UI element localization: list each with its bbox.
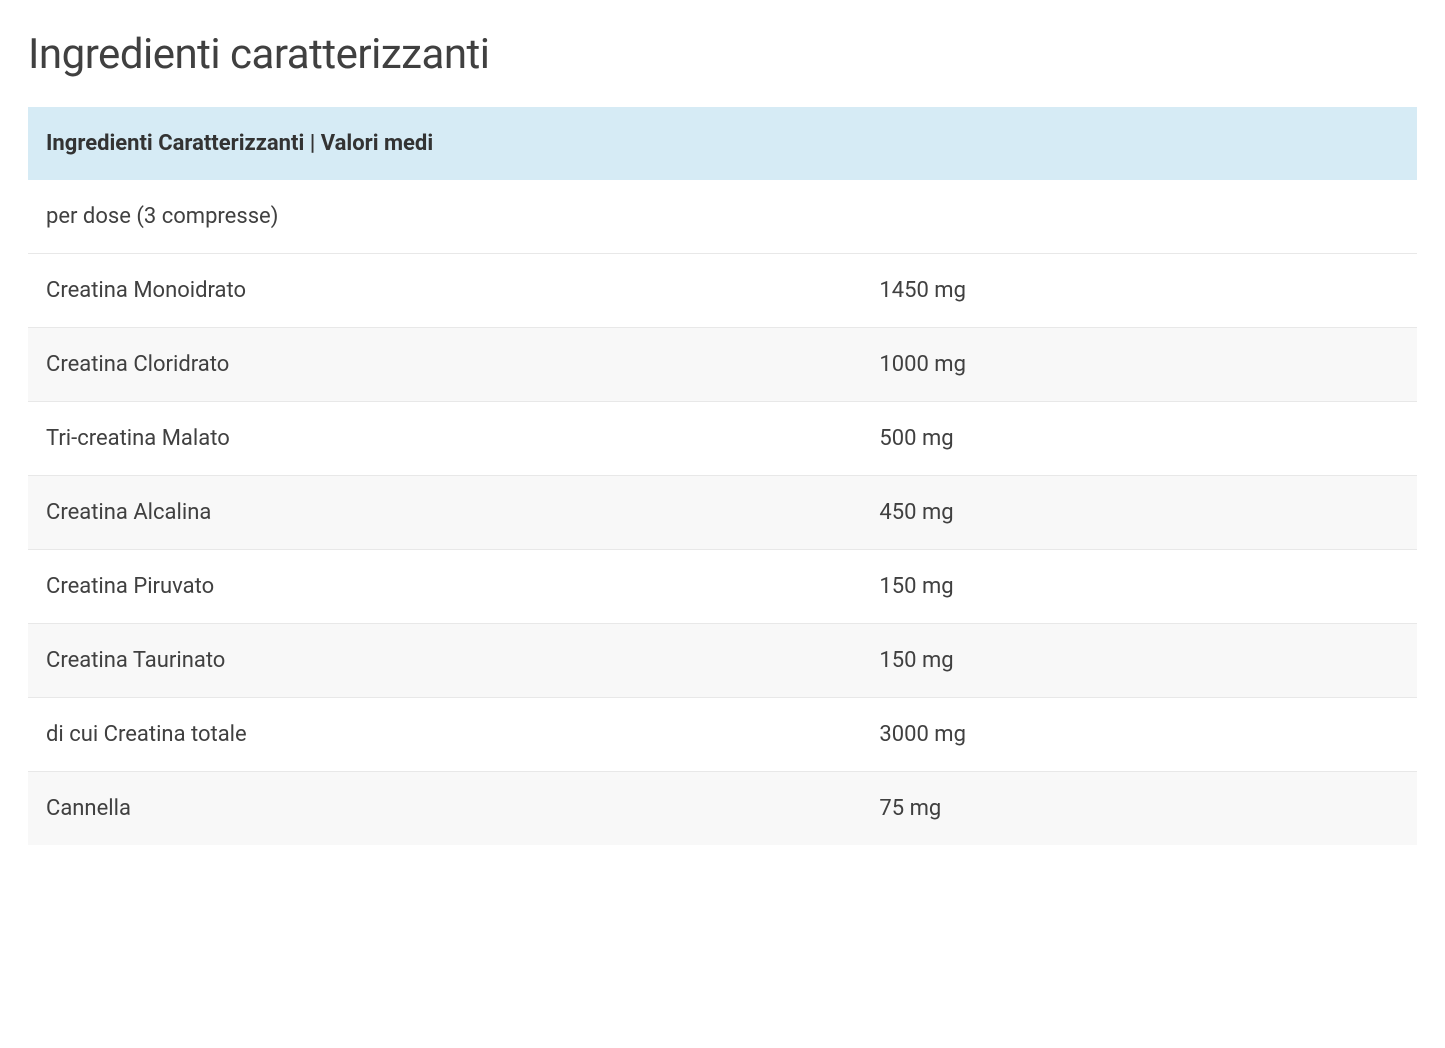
ingredient-value: 500 mg: [861, 402, 1417, 476]
ingredient-name: di cui Creatina totale: [28, 698, 861, 772]
table-row: Creatina Cloridrato 1000 mg: [28, 328, 1417, 402]
table-header: Ingredienti Caratterizzanti | Valori med…: [28, 107, 1417, 180]
ingredient-value: 1000 mg: [861, 328, 1417, 402]
table-row: Creatina Monoidrato 1450 mg: [28, 254, 1417, 328]
ingredient-value: 3000 mg: [861, 698, 1417, 772]
ingredient-name: Creatina Alcalina: [28, 476, 861, 550]
ingredient-name: Creatina Cloridrato: [28, 328, 861, 402]
ingredient-value: 150 mg: [861, 624, 1417, 698]
table-body: per dose (3 compresse) Creatina Monoidra…: [28, 180, 1417, 845]
ingredient-value: 150 mg: [861, 550, 1417, 624]
table-header-row: Ingredienti Caratterizzanti | Valori med…: [28, 107, 1417, 180]
table-row: Creatina Alcalina 450 mg: [28, 476, 1417, 550]
table-subheader-row: per dose (3 compresse): [28, 180, 1417, 254]
page-title: Ingredienti caratterizzanti: [28, 30, 1417, 79]
ingredient-name: Creatina Piruvato: [28, 550, 861, 624]
table-subheader: per dose (3 compresse): [28, 180, 1417, 254]
ingredient-value: 450 mg: [861, 476, 1417, 550]
ingredient-name: Creatina Monoidrato: [28, 254, 861, 328]
ingredient-name: Creatina Taurinato: [28, 624, 861, 698]
table-row: Creatina Taurinato 150 mg: [28, 624, 1417, 698]
ingredient-value: 75 mg: [861, 772, 1417, 846]
ingredient-name: Tri-creatina Malato: [28, 402, 861, 476]
table-row: Creatina Piruvato 150 mg: [28, 550, 1417, 624]
ingredient-name: Cannella: [28, 772, 861, 846]
table-row: Tri-creatina Malato 500 mg: [28, 402, 1417, 476]
ingredients-table: Ingredienti Caratterizzanti | Valori med…: [28, 107, 1417, 845]
table-row: Cannella 75 mg: [28, 772, 1417, 846]
ingredient-value: 1450 mg: [861, 254, 1417, 328]
table-row: di cui Creatina totale 3000 mg: [28, 698, 1417, 772]
